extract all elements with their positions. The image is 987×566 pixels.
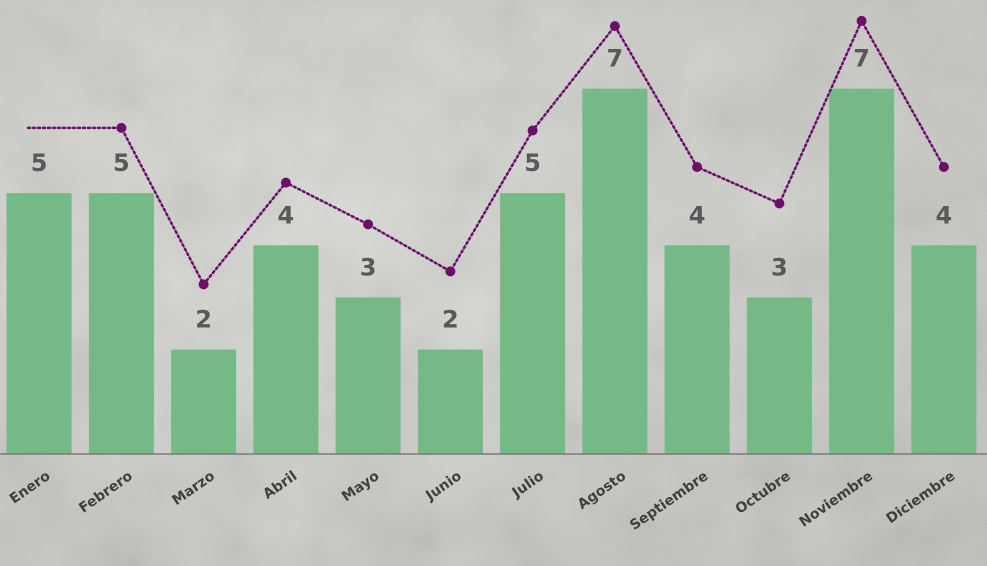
bar-value-label: 5 [113, 149, 130, 177]
line-point-noviembre [856, 15, 867, 26]
bar-octubre [746, 297, 812, 454]
bar-junio [417, 349, 483, 454]
line-series-path [26, 18, 946, 287]
bar-value-label: 2 [195, 306, 212, 334]
line-point-diciembre [938, 162, 949, 172]
bar-marzo [171, 349, 237, 454]
bar-diciembre [911, 245, 977, 454]
bar-septiembre [664, 245, 730, 454]
data-labels-layer: 5 5 2 4 3 2 5 7 4 3 7 4 [31, 45, 953, 334]
bar-value-label: 3 [771, 253, 788, 281]
bar-value-label: 5 [524, 149, 541, 177]
bar-febrero [88, 193, 154, 454]
bar-value-label: 2 [442, 306, 459, 334]
bar-noviembre [829, 88, 895, 454]
line-point-octubre [774, 198, 785, 209]
bar-abril [253, 245, 319, 454]
bar-value-label: 5 [31, 149, 48, 177]
bar-value-label: 4 [689, 201, 706, 229]
line-point-septiembre [692, 162, 703, 172]
line-point-febrero [116, 122, 127, 133]
bar-value-label: 3 [360, 253, 377, 281]
line-point-julio [527, 125, 538, 136]
bar-julio [500, 193, 566, 454]
bar-value-label: 4 [278, 201, 295, 229]
line-point-junio [445, 266, 456, 277]
line-point-mayo [363, 219, 374, 230]
line-series-layer [26, 15, 949, 290]
line-point-abril [280, 177, 291, 188]
line-point-agosto [609, 21, 620, 32]
bar-value-label: 7 [607, 45, 624, 73]
bar-value-label: 4 [936, 201, 953, 229]
bar-value-label: 7 [853, 45, 870, 73]
line-point-marzo [198, 279, 209, 290]
bar-enero [6, 193, 72, 454]
bars-layer [6, 88, 977, 454]
bar-mayo [335, 297, 401, 454]
bar-agosto [582, 88, 648, 454]
